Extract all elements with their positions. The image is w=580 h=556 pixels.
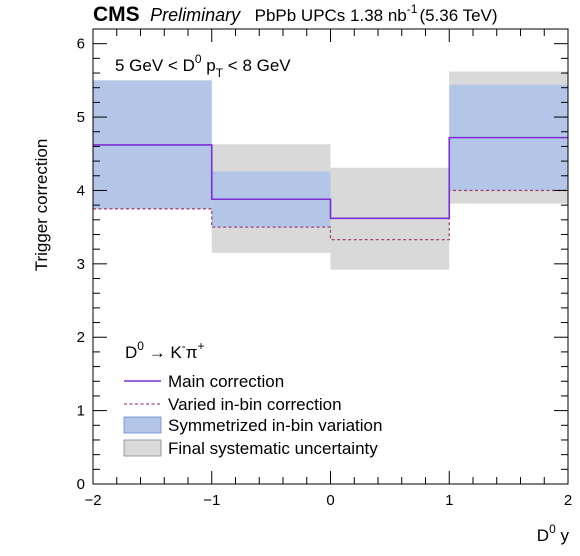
legend-swatch-final-systematic: [123, 439, 162, 457]
lumi-superscript: -1: [407, 2, 418, 16]
axes: −2 −1 0 1 2 0 1 2 3 4 5 6: [77, 28, 572, 509]
lumi-label: PbPb UPCs 1.38 nb: [255, 6, 407, 25]
pt-range-mid: p: [202, 56, 216, 75]
legend-label-symmetrized-variation: Symmetrized in-bin variation: [168, 416, 382, 435]
legend: D0 → K-π+ Main correction Varied in-bin …: [123, 339, 382, 458]
svg-text:CMS Preliminary PbPb U: CMS Preliminary PbPb UPCs 1.38 nb-1 (5.36…: [93, 2, 498, 26]
y-axis-label: Trigger correction: [32, 139, 51, 272]
legend-title-pi: π: [186, 343, 198, 362]
pt-range-sub: T: [216, 66, 224, 80]
legend-label-main-correction: Main correction: [168, 372, 284, 391]
legend-title: D0 → K-π+: [125, 339, 205, 362]
legend-label-varied-correction: Varied in-bin correction: [168, 395, 342, 414]
x-axis-label: D0 y: [537, 522, 570, 545]
series-line-varied-correction: [93, 189, 568, 241]
experiment-label: CMS: [93, 3, 140, 26]
x-tick-label: 0: [326, 492, 334, 509]
legend-title-sup3: +: [198, 339, 205, 353]
y-tick-label: 2: [77, 329, 85, 346]
legend-title-arrow: → K: [144, 343, 182, 362]
y-tick-label: 1: [77, 403, 85, 420]
y-tick-label: 3: [77, 256, 85, 273]
legend-swatch-symmetrized-variation: [123, 416, 162, 434]
x-tick-label: −2: [84, 492, 101, 509]
legend-title-main: D: [125, 343, 137, 362]
y-tick-label: 4: [77, 182, 85, 199]
y-tick-label: 6: [77, 36, 85, 53]
x-axis-label-sup: 0: [549, 522, 556, 536]
x-tick-label: −1: [203, 492, 220, 509]
x-tick-label: 1: [445, 492, 453, 509]
pt-range-annotation: 5 GeV < D0 pT < 8 GeV: [115, 52, 291, 80]
energy-label: (5.36 TeV): [419, 6, 497, 25]
pt-range-right: < 8 GeV: [223, 56, 291, 75]
plot-area: [93, 71, 568, 270]
x-axis-label-suffix: y: [556, 526, 570, 545]
pt-range-sup: 0: [195, 52, 202, 66]
pt-range-left: 5 GeV < D: [115, 56, 195, 75]
legend-label-final-systematic: Final systematic uncertainty: [168, 439, 378, 458]
legend-title-sup2: -: [182, 339, 186, 353]
x-axis-label-main: D: [537, 526, 549, 545]
series-line-main-correction: [93, 136, 568, 220]
y-tick-label: 5: [77, 109, 85, 126]
legend-title-sup: 0: [137, 339, 144, 353]
y-tick-label: 0: [77, 476, 85, 493]
status-label: Preliminary: [150, 5, 241, 25]
x-tick-label: 2: [564, 492, 572, 509]
